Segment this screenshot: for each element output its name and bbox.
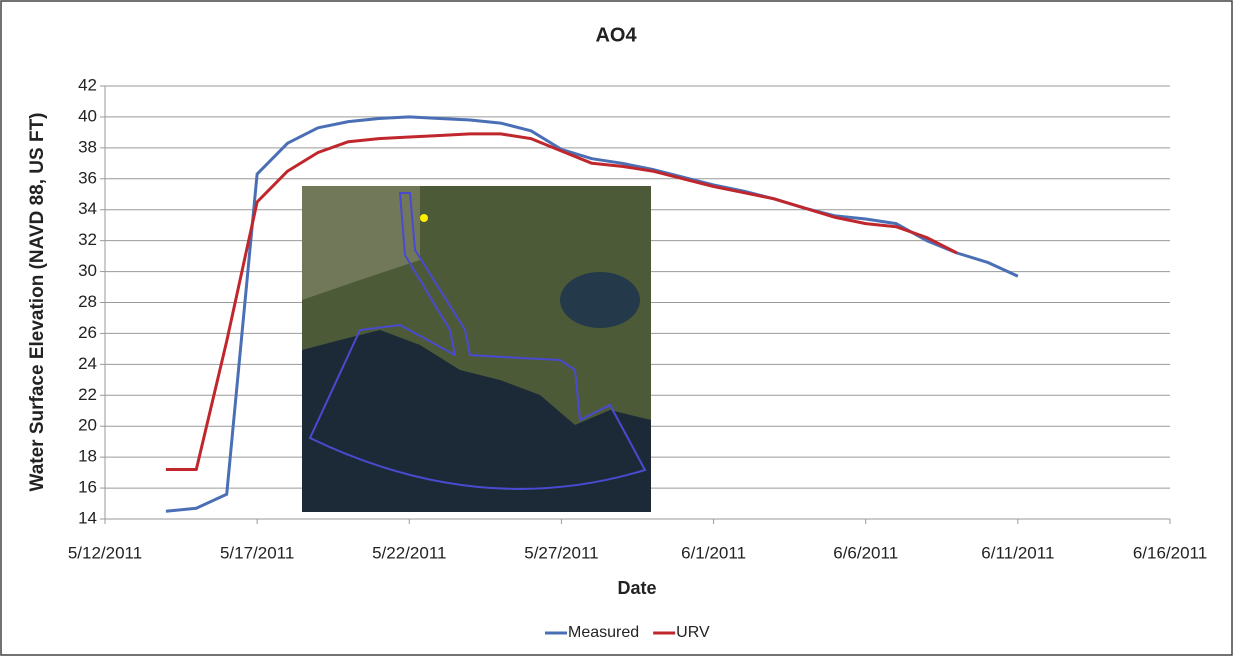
y-tick-label: 14 xyxy=(78,508,97,527)
x-tick-label: 6/6/2011 xyxy=(833,543,898,562)
y-tick-label: 32 xyxy=(78,230,97,249)
y-tick-label: 20 xyxy=(78,416,97,435)
x-tick-label: 6/11/2011 xyxy=(981,543,1054,562)
x-tick-label: 6/16/2011 xyxy=(1133,543,1207,562)
y-tick-label: 22 xyxy=(78,385,97,404)
x-tick-label: 5/12/2011 xyxy=(68,543,142,562)
chart: AO4 Date Water Surface Elevation (NAVD 8… xyxy=(0,0,1233,656)
legend-label: URV xyxy=(676,624,710,641)
legend-label: Measured xyxy=(568,624,639,641)
x-tick-label: 6/1/2011 xyxy=(681,543,746,562)
y-tick-label: 16 xyxy=(78,478,97,497)
y-tick-label: 28 xyxy=(78,292,97,311)
y-tick-label: 40 xyxy=(78,106,97,125)
y-tick-label: 24 xyxy=(78,354,97,373)
x-tick-label: 5/17/2011 xyxy=(220,543,294,562)
x-axis-label: Date xyxy=(617,578,656,598)
y-tick-label: 26 xyxy=(78,323,97,342)
y-axis-label: Water Surface Elevation (NAVD 88, US FT) xyxy=(27,112,48,491)
y-tick-label: 38 xyxy=(78,137,97,156)
x-tick-label: 5/27/2011 xyxy=(524,543,598,562)
y-tick-label: 36 xyxy=(78,168,97,187)
map-marker xyxy=(420,214,428,222)
y-tick-label: 30 xyxy=(78,261,97,280)
y-tick-label: 18 xyxy=(78,447,97,466)
chart-title: AO4 xyxy=(595,24,637,46)
inset-map xyxy=(302,186,651,512)
x-tick-label: 5/22/2011 xyxy=(372,543,446,562)
y-tick-label: 42 xyxy=(78,75,97,94)
map-lake xyxy=(560,272,640,328)
y-tick-label: 34 xyxy=(78,199,97,218)
